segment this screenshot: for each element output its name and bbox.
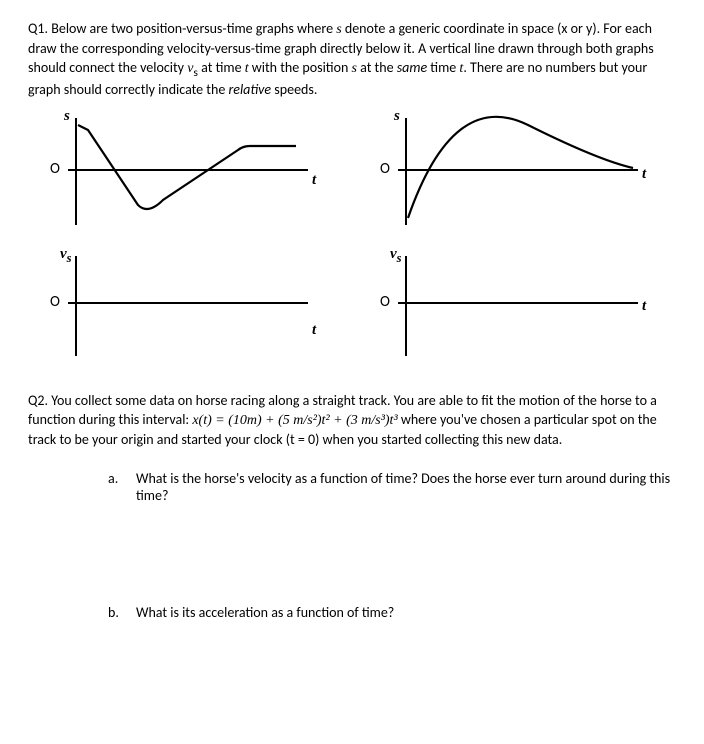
xlabel-t: t	[642, 166, 646, 183]
question-1: Q1. Below are two position-versus-time g…	[28, 20, 676, 100]
q2-subparts: a. What is the horse's velocity as a fun…	[108, 470, 676, 621]
origin-o: O	[50, 160, 60, 178]
graph-bottom-right: vs O t	[358, 248, 658, 378]
graph-svg-br	[358, 248, 658, 368]
q1-same: same	[397, 59, 427, 76]
graph-top-right: s O t	[358, 110, 658, 240]
q1-t3: at time	[198, 59, 245, 76]
xlabel-t: t	[312, 172, 316, 189]
q1-t6: time	[427, 59, 459, 76]
q1-t4: with the position	[249, 59, 352, 76]
xlabel-t: t	[312, 322, 316, 339]
graph-svg-tl	[28, 110, 328, 240]
graph-svg-bl	[28, 248, 328, 368]
q2-equation: x(t) = (10m) + (5 m/s²)t² + (3 m/s³)t³	[192, 413, 397, 428]
graph-bottom-left: vs O t	[28, 248, 328, 378]
curve	[78, 125, 296, 209]
q2-b: b. What is its acceleration as a functio…	[108, 604, 676, 621]
q2-a: a. What is the horse's velocity as a fun…	[108, 470, 676, 504]
xlabel-t: t	[642, 298, 646, 315]
graph-top-left: s O t	[28, 110, 328, 240]
origin-o: O	[50, 293, 60, 311]
q2-b-marker: b.	[108, 604, 122, 621]
graph-svg-tr	[358, 110, 658, 240]
ylabel-v: vs	[390, 246, 402, 266]
graphs-row-bottom: vs O t vs O t	[28, 248, 676, 378]
q1-t1: Below are two position-versus-time graph…	[51, 20, 336, 37]
ylabel-v: vs	[60, 246, 72, 266]
ylabel-s: s	[394, 108, 400, 125]
question-2: Q2. You collect some data on horse racin…	[28, 392, 676, 450]
origin-o: O	[380, 293, 390, 311]
graphs-row-top: s O t s O t	[28, 110, 676, 240]
q1-t5: at the	[357, 59, 397, 76]
q1-label: Q1.	[28, 20, 48, 37]
ylabel-s: s	[64, 108, 70, 125]
q2-b-text: What is its acceleration as a function o…	[136, 604, 676, 621]
q1-t8: speeds.	[271, 81, 317, 98]
origin-o: O	[380, 160, 390, 178]
q1-relative: relative	[228, 81, 271, 98]
q2-a-text: What is the horse's velocity as a functi…	[136, 470, 676, 504]
q2-label: Q2.	[28, 392, 48, 409]
curve	[408, 117, 633, 218]
q2-a-marker: a.	[108, 470, 122, 504]
